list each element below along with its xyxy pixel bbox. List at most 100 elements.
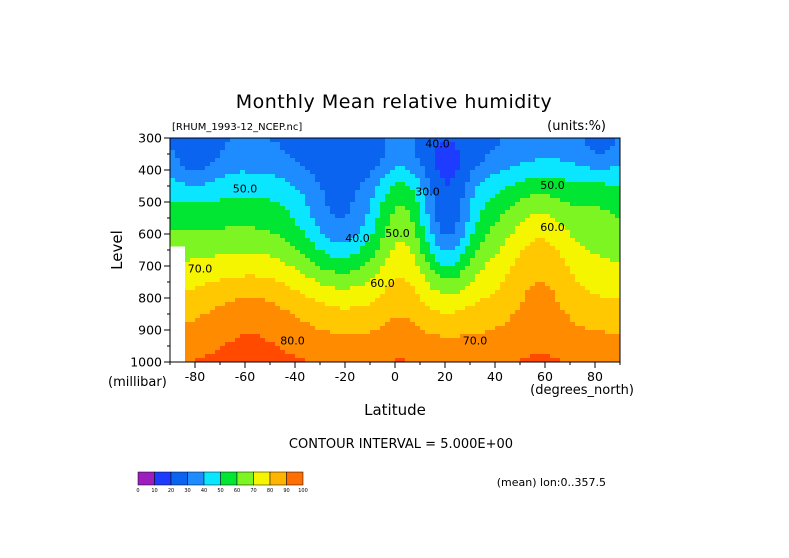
heatmap-cell [380,142,386,147]
heatmap-cell [575,182,581,187]
heatmap-cell [515,194,521,199]
heatmap-cell [410,182,416,187]
heatmap-cell [410,322,416,327]
heatmap-cell [610,230,616,235]
heatmap-cell [205,210,211,215]
x-tick-label: 60 [537,369,553,384]
heatmap-cell [455,210,461,215]
heatmap-cell [475,346,481,351]
heatmap-cell [370,270,376,275]
heatmap-cell [550,270,556,275]
heatmap-cell [590,266,596,271]
heatmap-cell [490,322,496,327]
heatmap-cell [225,162,231,167]
heatmap-cell [330,254,336,259]
heatmap-cell [595,226,601,231]
heatmap-cell [435,242,441,247]
heatmap-cell [170,210,176,215]
heatmap-cell [230,170,236,175]
heatmap-cell [515,190,521,195]
heatmap-cell [305,350,311,355]
heatmap-cell [255,278,261,283]
heatmap-cell [235,358,241,362]
heatmap-cell [610,294,616,299]
heatmap-cell [270,178,276,183]
heatmap-cell [460,190,466,195]
heatmap-cell [315,242,321,247]
heatmap-cell [605,334,611,339]
heatmap-cell [345,302,351,307]
heatmap-cell [610,258,616,263]
heatmap-cell [240,146,246,151]
heatmap-cell [500,230,506,235]
heatmap-cell [370,246,376,251]
heatmap-cell [330,138,336,143]
heatmap-cell [480,346,486,351]
heatmap-cell [610,278,616,283]
heatmap-cell [330,354,336,359]
heatmap-cell [580,154,586,159]
heatmap-cell [520,158,526,163]
heatmap-cell [310,210,316,215]
heatmap-cell [515,286,521,291]
heatmap-cell [240,226,246,231]
heatmap-cell [575,354,581,359]
heatmap-cell [575,246,581,251]
heatmap-cell [425,262,431,267]
heatmap-cell [305,174,311,179]
heatmap-cell [310,354,316,359]
heatmap-cell [365,170,371,175]
heatmap-cell [500,202,506,207]
heatmap-cell [300,210,306,215]
heatmap-cell [370,354,376,359]
heatmap-cell [440,250,446,255]
heatmap-cell [315,354,321,359]
heatmap-cell [505,238,511,243]
heatmap-cell [610,322,616,327]
heatmap-cell [280,254,286,259]
heatmap-cell [170,158,176,163]
heatmap-cell [540,166,546,171]
heatmap-cell [270,230,276,235]
heatmap-cell [250,302,256,307]
heatmap-cell [240,318,246,323]
heatmap-cell [200,322,206,327]
heatmap-cell [350,346,356,351]
heatmap-cell [295,158,301,163]
heatmap-cell [210,198,216,203]
heatmap-cell [575,214,581,219]
heatmap-cell [505,214,511,219]
heatmap-cell [550,214,556,219]
heatmap-cell [540,286,546,291]
heatmap-cell [425,202,431,207]
heatmap-cell [325,322,331,327]
heatmap-cell [390,270,396,275]
heatmap-cell [435,198,441,203]
heatmap-cell [245,350,251,355]
heatmap-cell [480,302,486,307]
heatmap-cell [520,278,526,283]
heatmap-cell [445,262,451,267]
heatmap-cell [515,226,521,231]
heatmap-cell [185,334,191,339]
heatmap-cell [580,186,586,191]
heatmap-cell [310,318,316,323]
heatmap-cell [275,262,281,267]
heatmap-cell [310,142,316,147]
heatmap-cell [230,302,236,307]
heatmap-cell [610,206,616,211]
heatmap-cell [350,198,356,203]
heatmap-cell [230,258,236,263]
heatmap-cell [200,162,206,167]
heatmap-cell [360,198,366,203]
heatmap-cell [535,258,541,263]
heatmap-cell [300,358,306,362]
heatmap-cell [310,254,316,259]
heatmap-cell [280,218,286,223]
heatmap-cell [590,230,596,235]
heatmap-cell [435,190,441,195]
heatmap-cell [460,150,466,155]
heatmap-cell [475,158,481,163]
heatmap-cell [190,346,196,351]
heatmap-cell [305,282,311,287]
